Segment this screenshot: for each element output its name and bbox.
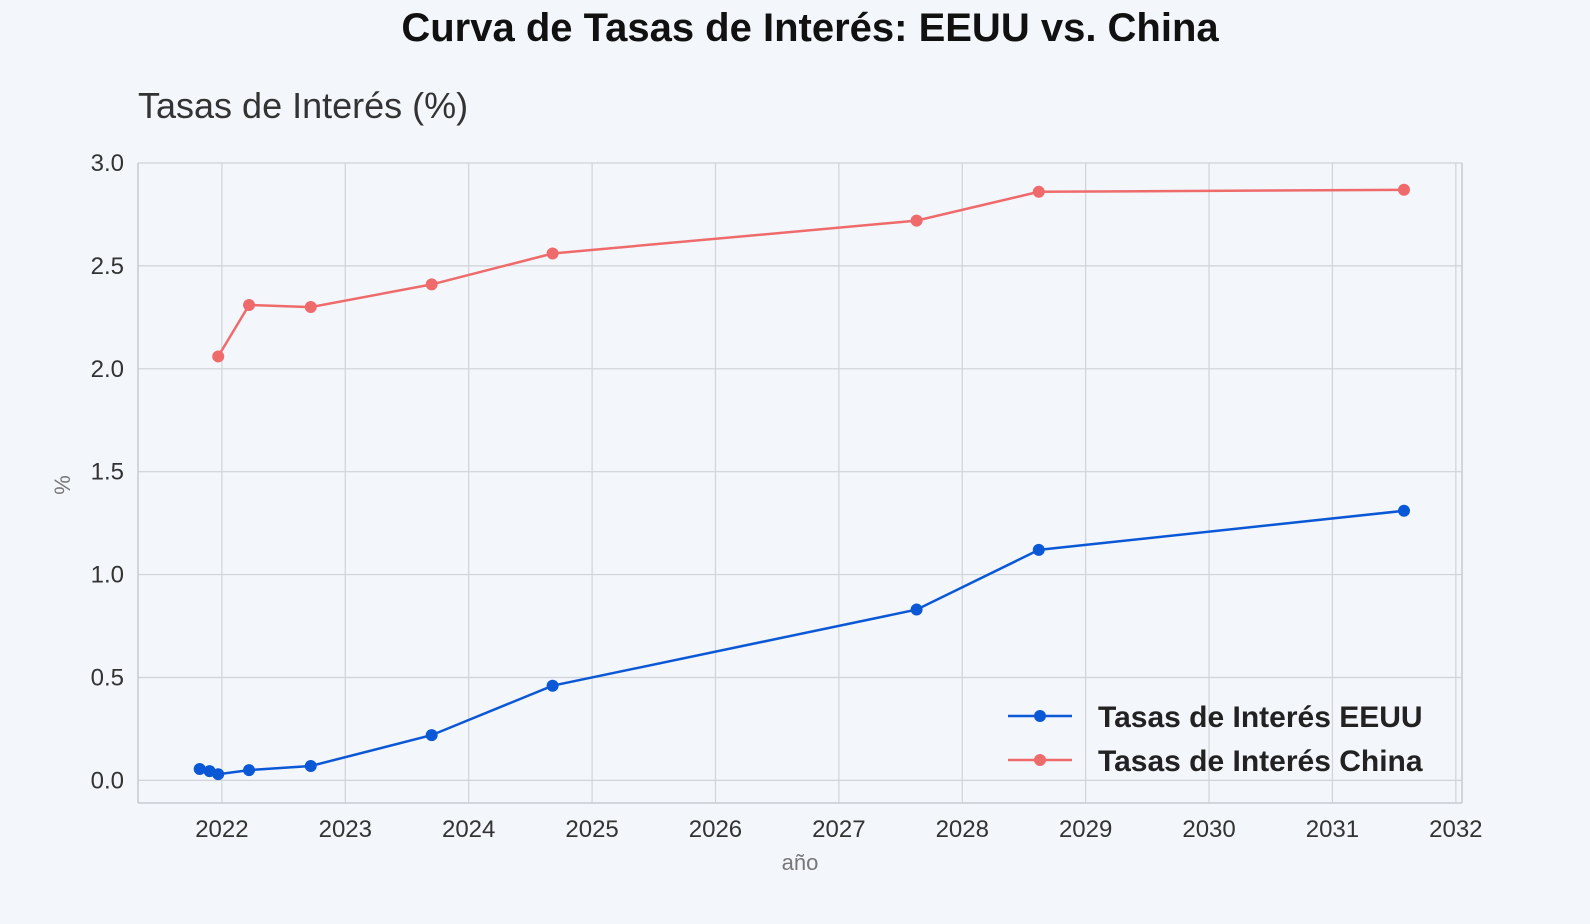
y-tick-label: 0.0 bbox=[91, 767, 124, 794]
chart-subtitle: Tasas de Interés (%) bbox=[138, 85, 468, 126]
y-tick-label: 2.5 bbox=[91, 253, 124, 280]
data-point bbox=[1398, 183, 1411, 196]
chart-title: Curva de Tasas de Interés: EEUU vs. Chin… bbox=[401, 6, 1219, 50]
legend: Tasas de Interés EEUU Tasas de Interés Ch… bbox=[1008, 701, 1423, 778]
legend-item: Tasas de Interés EEUU bbox=[1008, 701, 1423, 734]
x-tick-label: 2025 bbox=[565, 816, 618, 843]
data-point bbox=[243, 764, 256, 777]
legend-item: Tasas de Interés China bbox=[1008, 745, 1423, 778]
data-point bbox=[425, 729, 438, 742]
x-tick-label: 2024 bbox=[442, 816, 495, 843]
series-layer bbox=[193, 183, 1411, 781]
series-china bbox=[212, 183, 1411, 363]
x-tick-label: 2027 bbox=[812, 816, 865, 843]
series-eeuu bbox=[193, 504, 1411, 781]
data-point bbox=[193, 763, 206, 776]
data-point bbox=[546, 247, 559, 260]
data-point bbox=[1398, 504, 1411, 517]
data-point bbox=[304, 759, 317, 772]
legend-swatch-marker bbox=[1034, 754, 1046, 766]
data-point bbox=[304, 301, 317, 314]
y-tick-label: 2.0 bbox=[91, 356, 124, 383]
x-tick-label: 2031 bbox=[1306, 816, 1359, 843]
data-point bbox=[212, 350, 225, 363]
y-axis-label: % bbox=[50, 475, 75, 495]
series-line bbox=[199, 509, 1405, 776]
y-tick-label: 0.5 bbox=[91, 664, 124, 691]
x-tick-label: 2022 bbox=[195, 816, 248, 843]
data-point bbox=[243, 298, 256, 311]
legend-label: Tasas de Interés EEUU bbox=[1098, 701, 1423, 734]
y-tick-label: 3.0 bbox=[91, 150, 124, 177]
x-tick-label: 2030 bbox=[1182, 816, 1235, 843]
series-line bbox=[217, 188, 1405, 358]
legend-label: Tasas de Interés China bbox=[1098, 745, 1423, 778]
y-tick-label: 1.5 bbox=[91, 459, 124, 486]
legend-swatch-marker bbox=[1034, 710, 1046, 722]
axes: 2022 2023 2024 2025 2026 2027 2028 2029 2030 2031… bbox=[91, 150, 1483, 843]
x-tick-label: 2029 bbox=[1059, 816, 1112, 843]
data-point bbox=[425, 278, 438, 291]
data-point bbox=[1032, 543, 1045, 556]
y-tick-label: 1.0 bbox=[91, 562, 124, 589]
x-tick-label: 2026 bbox=[689, 816, 742, 843]
data-point bbox=[546, 679, 559, 692]
grid bbox=[138, 162, 1462, 803]
data-point bbox=[910, 603, 923, 616]
x-tick-label: 2028 bbox=[936, 816, 989, 843]
data-point bbox=[910, 214, 923, 227]
x-tick-label: 2023 bbox=[319, 816, 372, 843]
x-tick-label: 2032 bbox=[1429, 816, 1482, 843]
data-point bbox=[212, 768, 225, 781]
x-axis-label: año bbox=[782, 850, 819, 875]
data-point bbox=[1032, 185, 1045, 198]
